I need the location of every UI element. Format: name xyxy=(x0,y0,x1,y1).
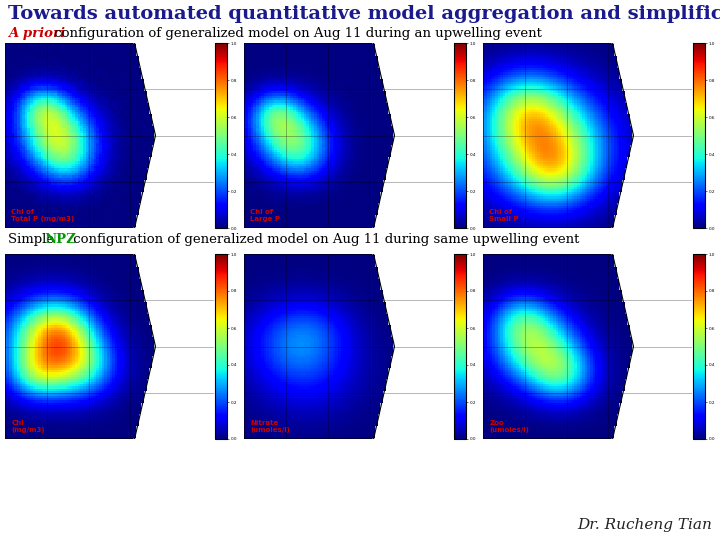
Text: Simple: Simple xyxy=(8,233,58,246)
Text: Dr. Rucheng Tian: Dr. Rucheng Tian xyxy=(577,518,712,532)
Text: NPZ: NPZ xyxy=(44,233,76,246)
Text: configuration of generalized model on Aug 11 during same upwelling event: configuration of generalized model on Au… xyxy=(69,233,580,246)
Text: Towards automated quantitative model aggregation and simplification: Towards automated quantitative model agg… xyxy=(8,5,720,23)
Text: A priori: A priori xyxy=(8,27,65,40)
Text: configuration of generalized model on Aug 11 during an upwelling event: configuration of generalized model on Au… xyxy=(50,27,542,40)
